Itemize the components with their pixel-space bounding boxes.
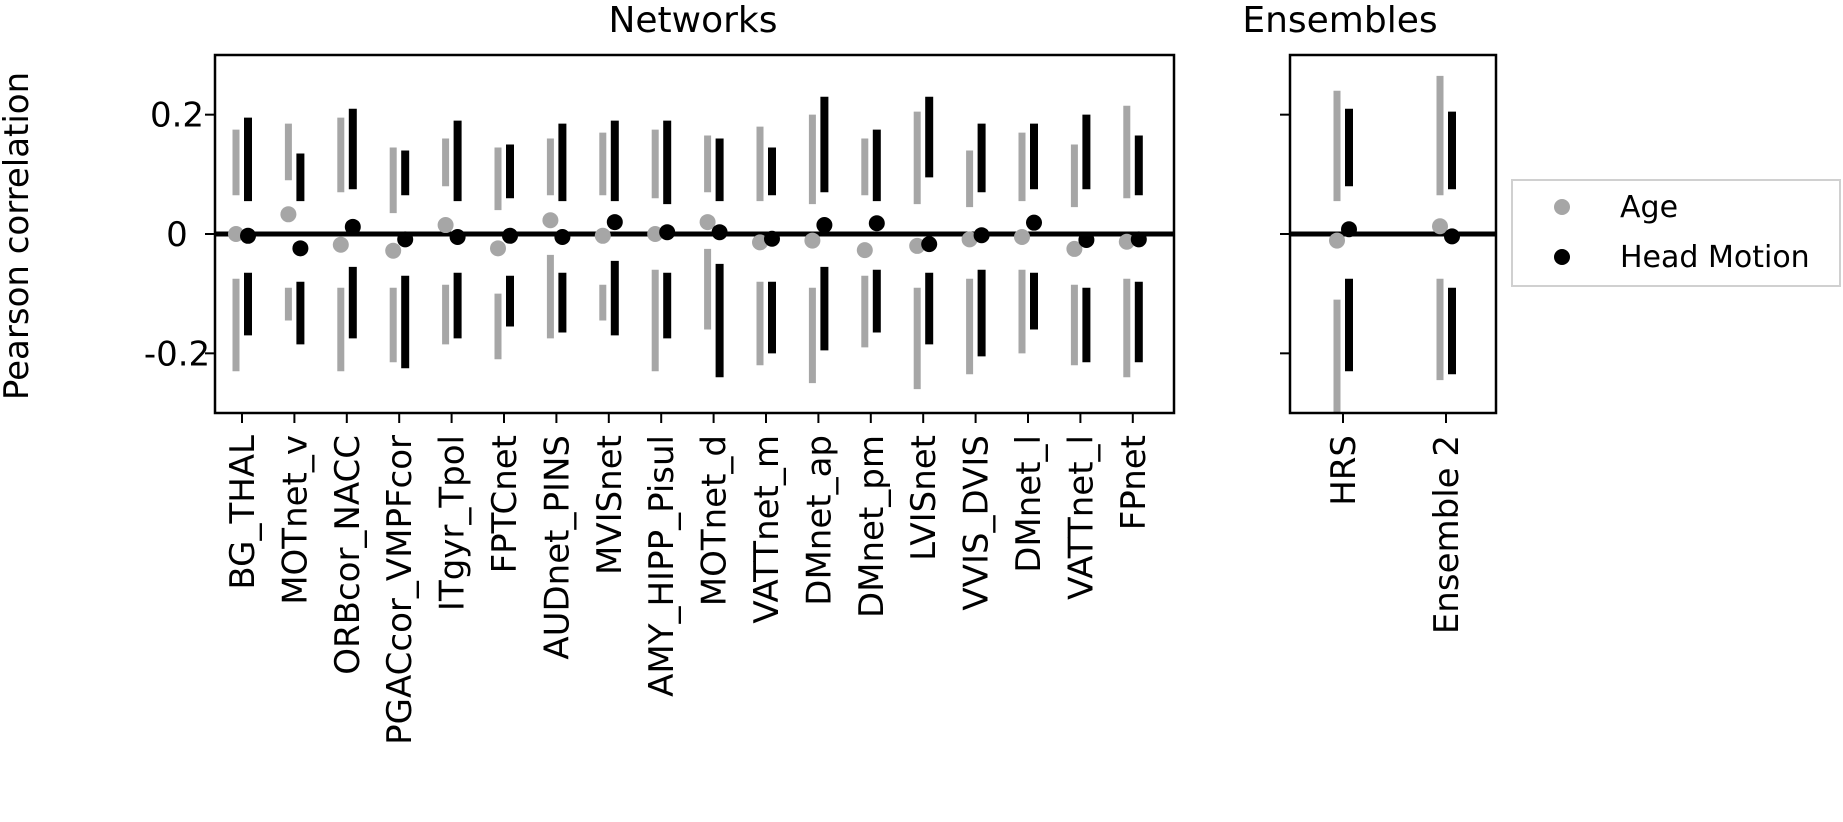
networks-age-point [228, 226, 244, 242]
networks-x-tick-label: ITgyr_Tpol [433, 435, 473, 611]
networks-age-point [332, 236, 349, 253]
networks-age-point [437, 217, 454, 234]
networks-head-motion-point [292, 240, 309, 257]
networks-head-motion-point [711, 224, 728, 241]
networks-age-point [699, 214, 716, 231]
networks-panel: BG_THAL MOTnet_v ORBcor_NACC PGACcor_VMPFco… [144, 53, 1176, 745]
networks-y-tick-label: 0 [166, 215, 188, 255]
legend-label-head-motion: Head Motion [1620, 240, 1810, 275]
networks-head-motion-point [344, 218, 361, 235]
networks-head-motion-point [659, 224, 676, 241]
networks-age-point [385, 242, 402, 259]
networks-head-motion-point [764, 230, 780, 247]
networks-x-tick-label: MOTnet_d [695, 435, 735, 606]
networks-x-tick-label: BG_THAL [223, 435, 263, 590]
networks-frame [213, 53, 1176, 415]
networks-head-motion-point [502, 227, 518, 244]
ensembles-plot-area [1290, 75, 1496, 413]
networks-x-tick-label: DMnet_ap [799, 435, 839, 606]
networks-x-tick-label: MOTnet_v [275, 435, 315, 605]
networks-age-point [1066, 240, 1083, 257]
legend-label-age: Age [1620, 190, 1678, 225]
networks-x-tick-label: AMY_HIPP_Pisul [642, 435, 682, 697]
networks-age-point [856, 242, 873, 259]
networks-age-point [909, 237, 926, 254]
networks-y-tick-label: -0.2 [144, 334, 210, 374]
networks-head-motion-point [816, 217, 833, 234]
networks-age-point [961, 231, 978, 248]
ensembles-age-point [1432, 218, 1448, 235]
ensembles-frame [1288, 53, 1498, 415]
networks-x-tick-label: MVISnet [590, 435, 630, 575]
ensembles-panel-title: Ensembles [1242, 0, 1437, 41]
networks-x-tick-label: VATTnet_l [1061, 435, 1101, 600]
networks-head-motion-point [554, 228, 571, 245]
networks-age-point [647, 226, 664, 242]
ensembles-x-tick-label: HRS [1324, 435, 1364, 506]
networks-head-motion-point [606, 214, 623, 231]
ensembles-head-motion-point [1341, 221, 1357, 238]
networks-head-motion-point [973, 227, 990, 244]
networks-x-tick-label: PGACcor_VMPFcor [380, 435, 420, 745]
networks-x-tick-label: LVISnet [904, 435, 944, 561]
networks-age-point [542, 212, 559, 229]
ensembles-age-point [1329, 232, 1345, 249]
networks-head-motion-point [240, 227, 256, 244]
networks-age-point [804, 232, 821, 249]
legend: Age Head Motion [1511, 179, 1841, 287]
networks-x-tick-label: FPnet [1114, 435, 1154, 530]
ensembles-x-tick-label: Ensemble 2 [1427, 435, 1467, 634]
ensembles-panel: HRS Ensemble 2 [1280, 53, 1498, 634]
networks-head-motion-point [449, 228, 466, 245]
networks-x-tick-label: VATTnet_m [747, 435, 787, 624]
networks-age-point [752, 234, 768, 251]
networks-age-point [280, 206, 297, 223]
networks-head-motion-point [1130, 231, 1147, 248]
legend-frame [1511, 179, 1841, 287]
networks-age-point [1014, 228, 1030, 245]
networks-head-motion-point [1026, 214, 1042, 231]
networks-x-tick-label: ORBcor_NACC [328, 435, 368, 675]
networks-age-point [594, 227, 611, 244]
networks-x-tick-label: FPTCnet [485, 435, 525, 573]
networks-x-tick-label: DMnet_l [1009, 435, 1049, 573]
networks-head-motion-point [397, 231, 414, 248]
legend-marker-age [1554, 199, 1570, 215]
networks-y-tick-label: 0.2 [150, 96, 204, 136]
ensembles-head-motion-point [1444, 228, 1460, 245]
networks-age-point [1118, 233, 1135, 250]
networks-plot-area [215, 96, 1174, 390]
networks-panel-title: Networks [608, 0, 777, 41]
networks-head-motion-point [921, 236, 938, 253]
y-axis-label: Pearson correlation [0, 72, 37, 400]
networks-x-tick-label: VVIS_DVIS [957, 435, 997, 611]
networks-x-tick-label: DMnet_pm [852, 435, 892, 618]
networks-head-motion-point [1078, 231, 1095, 248]
networks-head-motion-point [868, 215, 885, 232]
networks-x-tick-label: AUDnet_PINS [537, 435, 577, 660]
networks-age-point [490, 240, 506, 257]
legend-marker-head-motion [1554, 249, 1570, 265]
